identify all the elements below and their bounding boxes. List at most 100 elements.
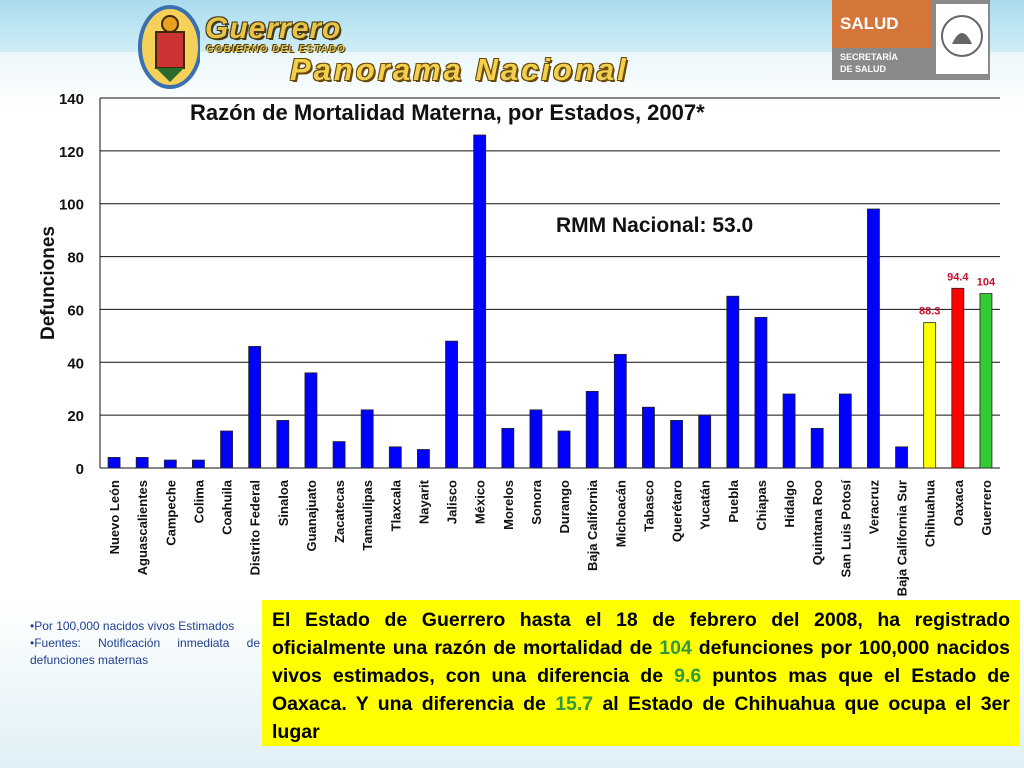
bar bbox=[163, 459, 177, 469]
x-tick-label: Baja California bbox=[585, 479, 600, 571]
bar bbox=[613, 353, 627, 469]
bar bbox=[557, 430, 571, 469]
bar bbox=[698, 414, 712, 469]
y-tick-label: 20 bbox=[67, 408, 84, 425]
salud-line2: DE SALUD bbox=[840, 64, 887, 74]
bar bbox=[726, 295, 740, 469]
bar bbox=[473, 134, 487, 469]
x-tick-label: San Luis Potosí bbox=[838, 480, 853, 578]
x-tick-label: Campeche bbox=[163, 480, 178, 546]
x-tick-label: Coahuila bbox=[220, 479, 235, 535]
y-tick-label: 0 bbox=[76, 461, 84, 478]
bar bbox=[304, 372, 318, 469]
summary-value-oaxaca-diff: 9.6 bbox=[674, 665, 702, 687]
salud-logo: SALUD SECRETARÍA DE SALUD bbox=[832, 0, 990, 80]
x-tick-label: Tamaulipas bbox=[360, 480, 375, 551]
x-tick-label: Nuevo León bbox=[107, 480, 122, 554]
bar bbox=[810, 427, 824, 469]
state-name: Guerrero bbox=[205, 12, 342, 45]
summary-value-chihuahua-diff: 15.7 bbox=[555, 693, 594, 715]
chart-title: Razón de Mortalidad Materna, por Estados… bbox=[190, 100, 705, 125]
footnotes: •Por 100,000 nacidos vivos Estimados •Fu… bbox=[30, 618, 260, 669]
summary-value-guerrero: 104 bbox=[659, 637, 692, 659]
x-tick-label: Colima bbox=[191, 479, 206, 523]
salud-line1: SECRETARÍA bbox=[840, 52, 898, 62]
headline: Panorama Nacional bbox=[290, 52, 629, 87]
x-tick-label: Sinaloa bbox=[276, 479, 291, 526]
bar bbox=[979, 293, 993, 469]
footnote-1: •Por 100,000 nacidos vivos Estimados bbox=[30, 619, 235, 633]
bar bbox=[332, 441, 346, 469]
guerrero-emblem-icon bbox=[138, 5, 200, 89]
bar bbox=[276, 420, 290, 469]
data-label: 94.4 bbox=[947, 271, 969, 283]
summary-text-1: El Estado de Guerrero hasta el 18 de feb… bbox=[272, 609, 1010, 659]
x-tick-label: Chihuahua bbox=[923, 479, 938, 547]
bar bbox=[388, 446, 402, 469]
bar bbox=[951, 287, 965, 469]
bar bbox=[867, 208, 880, 469]
x-tick-label: Hidalgo bbox=[782, 480, 797, 528]
summary-box: El Estado de Guerrero hasta el 18 de feb… bbox=[262, 600, 1020, 746]
x-tick-label: Sonora bbox=[529, 479, 544, 525]
x-tick-label: Chiapas bbox=[754, 480, 769, 531]
bar bbox=[895, 446, 908, 469]
x-tick-label: Aguascalientes bbox=[135, 480, 150, 575]
x-tick-label: Michoacán bbox=[613, 480, 628, 547]
x-tick-label: Quintana Roo bbox=[810, 480, 825, 565]
x-tick-label: Jalisco bbox=[445, 480, 460, 524]
x-tick-label: Morelos bbox=[501, 480, 516, 530]
bar bbox=[670, 420, 683, 469]
bar bbox=[248, 346, 262, 469]
x-tick-label: Zacatecas bbox=[332, 480, 347, 543]
x-tick-label: Guerrero bbox=[979, 480, 994, 536]
y-tick-label: 40 bbox=[67, 355, 84, 372]
bar bbox=[754, 316, 768, 469]
bar bbox=[107, 457, 121, 469]
bar bbox=[923, 322, 937, 469]
bar bbox=[192, 459, 205, 469]
mexico-seal-icon bbox=[936, 4, 988, 74]
bar bbox=[642, 406, 655, 469]
y-tick-label: 80 bbox=[67, 250, 84, 267]
bar bbox=[501, 427, 515, 469]
x-tick-label: Puebla bbox=[726, 479, 741, 522]
x-tick-label: Tlaxcala bbox=[388, 479, 403, 531]
bar bbox=[220, 430, 233, 469]
bar-chart: 0 20 40 60 80 100 120 140 Defunciones Nuevo León A… bbox=[38, 91, 1000, 596]
footnote-2: •Fuentes: Notificación inmediata de defu… bbox=[30, 636, 260, 667]
state-subtitle: GOBIERNO DEL ESTADO bbox=[206, 44, 346, 55]
y-tick-label: 120 bbox=[59, 144, 84, 161]
bar bbox=[445, 340, 458, 469]
bar bbox=[360, 409, 374, 469]
x-tick-label: Baja California Sur bbox=[895, 480, 910, 596]
x-tick-label: Durango bbox=[557, 480, 572, 534]
x-tick-label: Yucatán bbox=[698, 480, 713, 530]
bar bbox=[838, 393, 852, 469]
x-tick-label: Oaxaca bbox=[951, 479, 966, 526]
bar bbox=[529, 409, 543, 469]
summary-text-2: defunciones por 100,000 nacidos vivos es… bbox=[272, 637, 1011, 687]
y-tick-label: 100 bbox=[59, 197, 84, 214]
guerrero-logo: Guerrero GOBIERNO DEL ESTADO bbox=[130, 2, 430, 92]
salud-brand: SALUD bbox=[832, 0, 932, 48]
bar bbox=[135, 457, 149, 469]
y-axis-label: Defunciones bbox=[38, 226, 59, 340]
data-label: 104 bbox=[977, 277, 996, 289]
summary-text-3: puntos mas que el Estado de Oaxaca. Y un… bbox=[272, 665, 1010, 715]
x-tick-label: Guanajuato bbox=[304, 480, 319, 552]
x-tick-label: Querétaro bbox=[670, 480, 685, 542]
y-tick-label: 140 bbox=[59, 91, 84, 108]
bar bbox=[782, 393, 796, 469]
x-tick-label: México bbox=[473, 480, 488, 524]
bar bbox=[585, 390, 599, 469]
bar bbox=[417, 449, 430, 469]
national-rmm-annotation: RMM Nacional: 53.0 bbox=[556, 214, 754, 237]
x-tick-label: Tabasco bbox=[641, 480, 656, 532]
data-label: 88.3 bbox=[919, 306, 940, 318]
x-tick-label: Distrito Federal bbox=[248, 480, 263, 575]
y-tick-label: 60 bbox=[67, 302, 84, 319]
summary-text-4: al Estado de Chihuahua que ocupa el 3er … bbox=[272, 693, 1010, 743]
x-tick-label: Veracruz bbox=[866, 480, 881, 535]
